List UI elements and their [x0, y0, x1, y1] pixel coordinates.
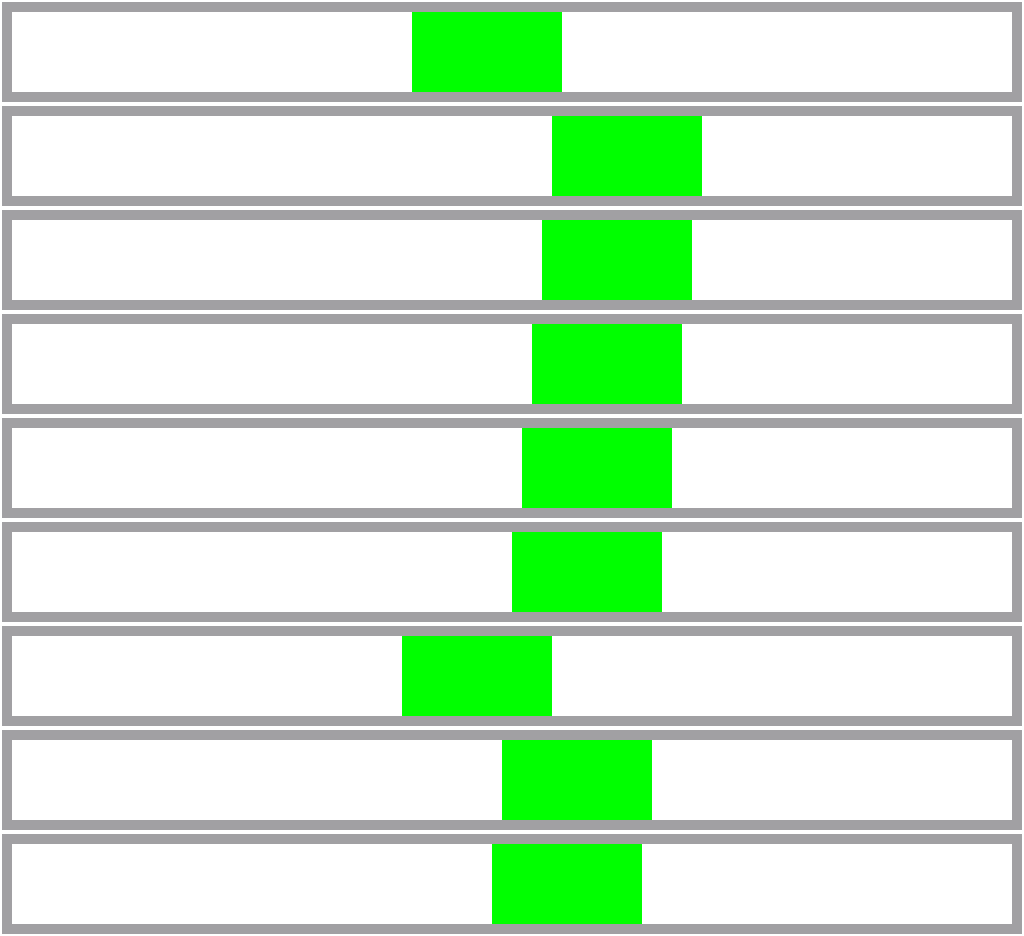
sliding-block[interactable] [502, 740, 652, 820]
sliding-block[interactable] [492, 844, 642, 924]
sliding-block[interactable] [542, 220, 692, 300]
slider-track[interactable] [2, 2, 1022, 102]
slider-track[interactable] [2, 418, 1022, 518]
sliding-block[interactable] [412, 12, 562, 92]
slider-track[interactable] [2, 314, 1022, 414]
slider-track[interactable] [2, 210, 1022, 310]
slider-track[interactable] [2, 626, 1022, 726]
sliding-block[interactable] [552, 116, 702, 196]
sliding-block[interactable] [402, 636, 552, 716]
slider-track[interactable] [2, 834, 1022, 934]
sliding-block[interactable] [512, 532, 662, 612]
slider-track[interactable] [2, 522, 1022, 622]
slider-track[interactable] [2, 730, 1022, 830]
sliding-block[interactable] [532, 324, 682, 404]
slider-track[interactable] [2, 106, 1022, 206]
sliding-block[interactable] [522, 428, 672, 508]
